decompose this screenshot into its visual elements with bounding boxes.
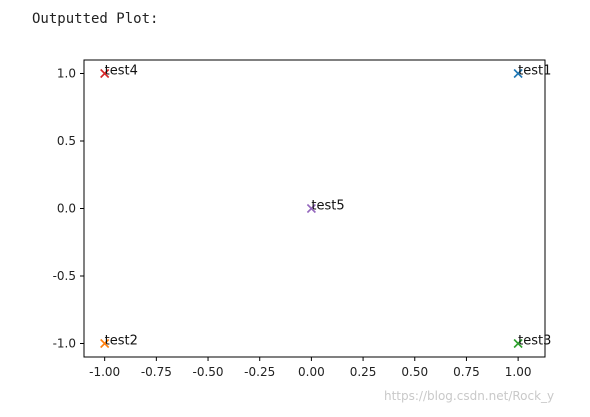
watermark: https://blog.csdn.net/Rock_y [384, 389, 555, 403]
x-marker-stroke [513, 338, 523, 349]
y-tick-label: -0.5 [53, 269, 76, 283]
x-tick-label: -0.50 [193, 365, 224, 379]
x-marker-stroke [513, 68, 523, 79]
point-label: test2 [105, 334, 138, 349]
x-tick-label: -1.00 [89, 365, 120, 379]
x-tick-label: 0.00 [298, 365, 325, 379]
y-tick-label: -1.0 [53, 337, 76, 351]
data-point: test4 [100, 64, 138, 79]
x-tick-label: 0.25 [350, 365, 377, 379]
point-label: test5 [311, 199, 344, 214]
x-axis-ticks: -1.00 -0.75 -0.50 -0.25 0.00 0.25 0.50 0.75 1.00 [89, 357, 531, 379]
x-tick-label: 1.00 [505, 365, 532, 379]
y-axis-ticks: 1.0 0.5 0.0 -0.5 -1.0 [53, 67, 84, 351]
x-tick-label: 0.50 [401, 365, 428, 379]
x-marker-stroke [100, 68, 110, 79]
data-points: test1 test2 test3 test4 test5 [100, 64, 551, 349]
point-label: test3 [518, 334, 551, 349]
x-marker-stroke [306, 203, 316, 214]
x-tick-label: -0.75 [141, 365, 172, 379]
data-point: test3 [513, 334, 551, 349]
data-point: test2 [100, 334, 138, 349]
data-point: test1 [513, 64, 551, 79]
data-point: test5 [306, 199, 345, 214]
x-tick-label: 0.75 [453, 365, 480, 379]
y-tick-label: 0.0 [57, 202, 76, 216]
x-tick-label: -0.25 [244, 365, 275, 379]
output-heading: Outputted Plot: [32, 11, 159, 27]
x-marker-stroke [100, 338, 110, 349]
y-tick-label: 0.5 [57, 134, 76, 148]
point-label: test4 [105, 64, 138, 79]
y-tick-label: 1.0 [57, 67, 76, 81]
point-label: test1 [518, 64, 551, 79]
